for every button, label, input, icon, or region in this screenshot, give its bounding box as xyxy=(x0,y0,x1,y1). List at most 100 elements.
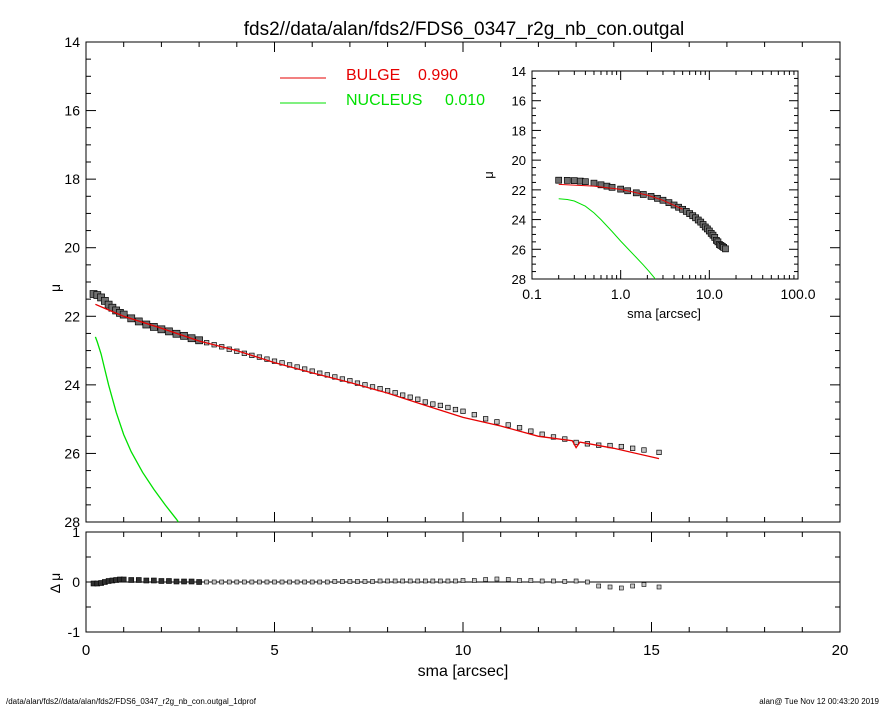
residual-point xyxy=(226,579,232,585)
inset-x-tick-label: 100.0 xyxy=(780,286,815,302)
residual-series xyxy=(90,576,662,591)
residual-point xyxy=(407,578,413,584)
residual-point xyxy=(494,576,500,582)
inset-panel: 0.1 1.0 10.0 100.0 14 16 18 20 22 24 26 28 μ sma [a… xyxy=(481,64,816,321)
residual-point xyxy=(204,579,209,585)
residual-point xyxy=(539,578,545,584)
residual-point xyxy=(619,585,624,591)
main-data-point xyxy=(550,434,557,440)
residual-point xyxy=(517,578,522,583)
residual-y-tick-label: 0 xyxy=(72,574,80,590)
legend-nucleus-label: NUCLEUS xyxy=(346,92,422,109)
residual-point xyxy=(505,577,511,582)
residual-point xyxy=(347,579,353,584)
residual-point xyxy=(242,579,247,585)
residual-point xyxy=(573,578,579,584)
inset-data-point xyxy=(563,176,571,184)
x-tick-label: 5 xyxy=(270,642,278,659)
residual-point xyxy=(472,578,477,583)
inset-x-tick-label: 0.1 xyxy=(522,286,542,302)
main-panel: 14 16 18 20 22 24 26 28 μ BULGE 0.990 NUCLEUS 0… xyxy=(47,34,841,530)
residual-point xyxy=(377,578,383,584)
residual-point xyxy=(370,579,375,584)
residual-point xyxy=(445,578,451,584)
residual-point xyxy=(158,578,165,584)
inset-y-tick-label: 14 xyxy=(512,64,526,79)
main-y-axis-label: μ xyxy=(47,284,63,292)
main-data-point xyxy=(415,396,421,402)
inset-data-point xyxy=(570,177,578,184)
main-data-point xyxy=(271,358,278,364)
residual-point xyxy=(596,583,602,589)
inset-y-tick-label: 26 xyxy=(512,242,526,257)
x-tick-label: 20 xyxy=(832,642,849,659)
inset-ticks: 0.1 1.0 10.0 100.0 14 16 18 20 22 24 26 28 xyxy=(512,64,816,302)
residual-point xyxy=(249,579,255,585)
inset-data-point xyxy=(722,245,729,253)
residual-point xyxy=(234,579,240,585)
legend-nucleus-value: 0.010 xyxy=(445,92,485,109)
legend: BULGE 0.990 NUCLEUS 0.010 xyxy=(280,67,485,109)
residual-point xyxy=(294,579,300,585)
residual-point xyxy=(257,579,262,585)
main-y-tick-label: 16 xyxy=(64,103,80,119)
inset-bulge-line xyxy=(558,183,683,210)
main-data-point xyxy=(422,399,428,405)
main-data-point xyxy=(641,447,647,453)
main-data-point xyxy=(460,408,466,414)
residual-point xyxy=(362,579,368,584)
main-data-point xyxy=(400,392,406,398)
main-y-tick-label: 24 xyxy=(64,377,80,393)
residual-point xyxy=(528,578,534,583)
x-axis-label: sma [arcsec] xyxy=(418,663,509,680)
residual-point xyxy=(483,577,488,582)
residual-point xyxy=(143,577,150,584)
residual-point xyxy=(120,576,127,583)
main-data-point xyxy=(471,412,477,418)
residual-point xyxy=(279,579,285,585)
inset-y-tick-label: 28 xyxy=(512,272,526,287)
residual-point xyxy=(422,578,428,584)
main-data-point xyxy=(516,425,523,431)
inset-data-point xyxy=(590,179,598,187)
residual-point xyxy=(196,579,202,585)
residual-point xyxy=(630,583,635,589)
inset-x-tick-label: 1.0 xyxy=(611,286,631,302)
residual-point xyxy=(135,577,142,583)
residual-point xyxy=(656,584,662,590)
residual-point xyxy=(128,577,135,583)
residual-y-axis-label: Δ μ xyxy=(47,573,63,594)
residual-point xyxy=(430,578,436,584)
main-data-point xyxy=(539,431,545,437)
residual-point xyxy=(317,579,323,585)
main-data-point xyxy=(437,402,443,409)
footer-timestamp: alan@ Tue Nov 12 00:43:20 2019 xyxy=(759,697,879,706)
residual-point xyxy=(340,579,345,584)
main-data-point xyxy=(445,404,451,411)
inset-data-point xyxy=(555,176,563,184)
inset-y-axis-label: μ xyxy=(481,171,496,179)
inset-y-tick-label: 16 xyxy=(512,94,526,109)
residual-point xyxy=(173,578,180,585)
main-y-tick-label: 28 xyxy=(64,514,80,530)
main-data-point xyxy=(339,376,345,382)
main-data-point xyxy=(618,443,624,450)
residual-point xyxy=(355,579,360,584)
inset-x-tick-label: 10.0 xyxy=(696,286,723,302)
residual-point xyxy=(415,578,421,584)
main-y-tick-label: 18 xyxy=(64,171,80,187)
residual-point xyxy=(181,578,187,585)
residual-point xyxy=(272,579,277,585)
inset-plot-frame xyxy=(531,70,799,280)
residual-point xyxy=(302,579,307,585)
main-data-point xyxy=(392,390,398,396)
residual-point xyxy=(211,579,217,585)
main-data-point xyxy=(505,422,511,428)
main-y-tick-label: 20 xyxy=(64,240,80,256)
main-data-point xyxy=(528,428,534,434)
main-data-point xyxy=(483,416,489,422)
residual-point xyxy=(460,578,466,583)
residual-point xyxy=(166,578,172,584)
